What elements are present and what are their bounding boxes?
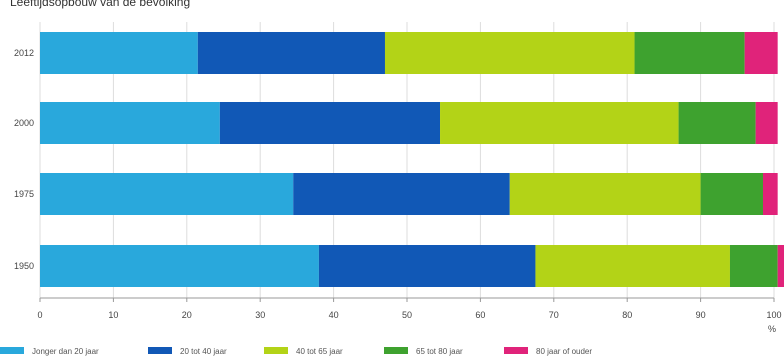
bar-2012-series-2 [197, 32, 385, 74]
legend-swatch-1 [0, 347, 24, 354]
legend-label-5: 80 jaar of ouder [536, 347, 592, 356]
legend-label-1: Jonger dan 20 jaar [32, 347, 99, 356]
x-tick-label-60: 60 [475, 310, 485, 320]
bar-1950-series-2 [318, 245, 536, 287]
bar-2012-series-5 [744, 32, 778, 74]
legend-label-2: 20 tot 40 jaar [180, 347, 227, 356]
category-label-1975: 1975 [14, 189, 34, 199]
bar-2000-series-3 [440, 102, 679, 144]
category-labels: 2012 2000 1975 1950 [14, 48, 34, 271]
category-label-2000: 2000 [14, 118, 34, 128]
bar-1975-series-4 [700, 173, 763, 215]
x-tick-label-20: 20 [182, 310, 192, 320]
bar-1950-series-3 [535, 245, 730, 287]
x-tick-label-100: 100 [766, 310, 781, 320]
chart-title: Leeftijdsopbouw van de bevolking [10, 0, 190, 9]
legend-swatch-3 [264, 347, 288, 354]
bar-1950-series-4 [729, 245, 778, 287]
bar-2012-series-4 [634, 32, 745, 74]
legend-swatch-5 [504, 347, 528, 354]
legend-swatch-4 [384, 347, 408, 354]
category-label-1950: 1950 [14, 261, 34, 271]
bar-1975-series-2 [293, 173, 510, 215]
bars [40, 32, 784, 287]
x-tick-label-30: 30 [255, 310, 265, 320]
x-tick-label-10: 10 [108, 310, 118, 320]
bar-1975-series-1 [40, 173, 294, 215]
bar-2012-series-1 [40, 32, 198, 74]
bar-2000-series-1 [40, 102, 220, 144]
x-axis: 0 10 20 30 40 50 60 70 80 90 100% [37, 297, 782, 334]
bar-1950-series-1 [40, 245, 319, 287]
legend-label-3: 40 tot 65 jaar [296, 347, 343, 356]
x-tick-label-0: 0 [37, 310, 42, 320]
x-tick-label-50: 50 [402, 310, 412, 320]
bar-2012-series-3 [384, 32, 635, 74]
x-axis-unit: % [768, 324, 776, 334]
x-tick-label-70: 70 [549, 310, 559, 320]
x-tick-label-90: 90 [696, 310, 706, 320]
bar-1950-series-5 [777, 245, 784, 287]
bar-1975-series-5 [762, 173, 778, 215]
legend: Jonger dan 20 jaar 20 tot 40 jaar 40 tot 6… [0, 347, 592, 356]
bar-2000-series-5 [755, 102, 778, 144]
x-tick-label-40: 40 [329, 310, 339, 320]
bar-2000-series-2 [219, 102, 441, 144]
legend-label-4: 65 tot 80 jaar [416, 347, 463, 356]
legend-swatch-2 [148, 347, 172, 354]
bar-2000-series-4 [678, 102, 756, 144]
x-tick-label-80: 80 [622, 310, 632, 320]
bar-1975-series-3 [509, 173, 701, 215]
category-label-2012: 2012 [14, 48, 34, 58]
